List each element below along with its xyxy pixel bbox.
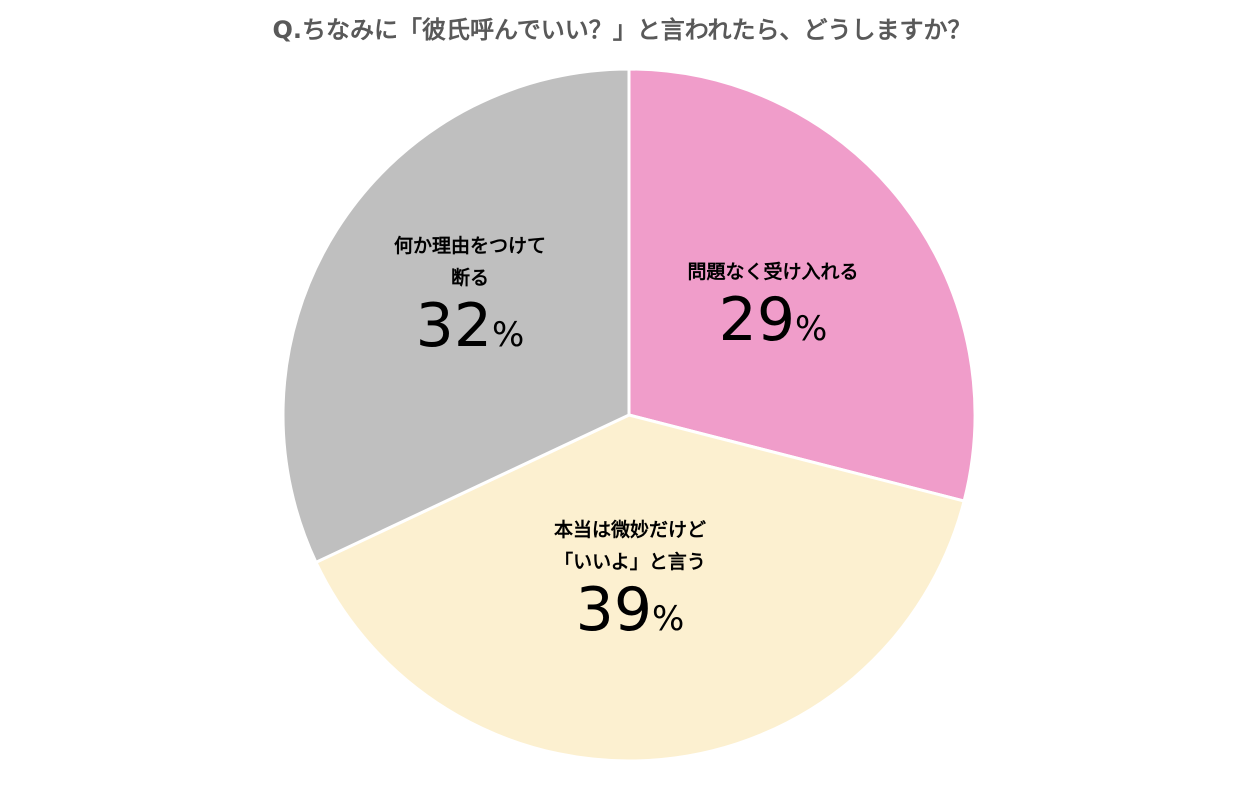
slice-percent: 29%: [718, 285, 828, 355]
slice-label-accept: 問題なく受け入れる 29%: [687, 256, 858, 361]
slice-name: 問題なく受け入れる: [687, 261, 859, 283]
slice-name-line2: 断る: [450, 267, 490, 289]
pie-slice-0: [627, 67, 977, 503]
slice-label-reluctant-yes: 本当は微妙だけど 「いいよ」と言う 39%: [554, 514, 706, 651]
slice-percent: 39%: [575, 575, 685, 645]
pie-slice-1: [313, 413, 966, 763]
pie-slice-2: [281, 67, 631, 565]
slice-name-line2: 「いいよ」と言う: [554, 551, 706, 573]
slice-percent: 32%: [415, 291, 525, 361]
slice-name-line1: 本当は微妙だけど: [553, 519, 707, 541]
slice-name-line1: 何か理由をつけて: [393, 235, 547, 257]
chart-title: Q.ちなみに「彼氏呼んでいい？」と言われたら、どうしますか？: [272, 16, 972, 44]
slice-label-refuse: 何か理由をつけて 断る 32%: [394, 230, 546, 367]
